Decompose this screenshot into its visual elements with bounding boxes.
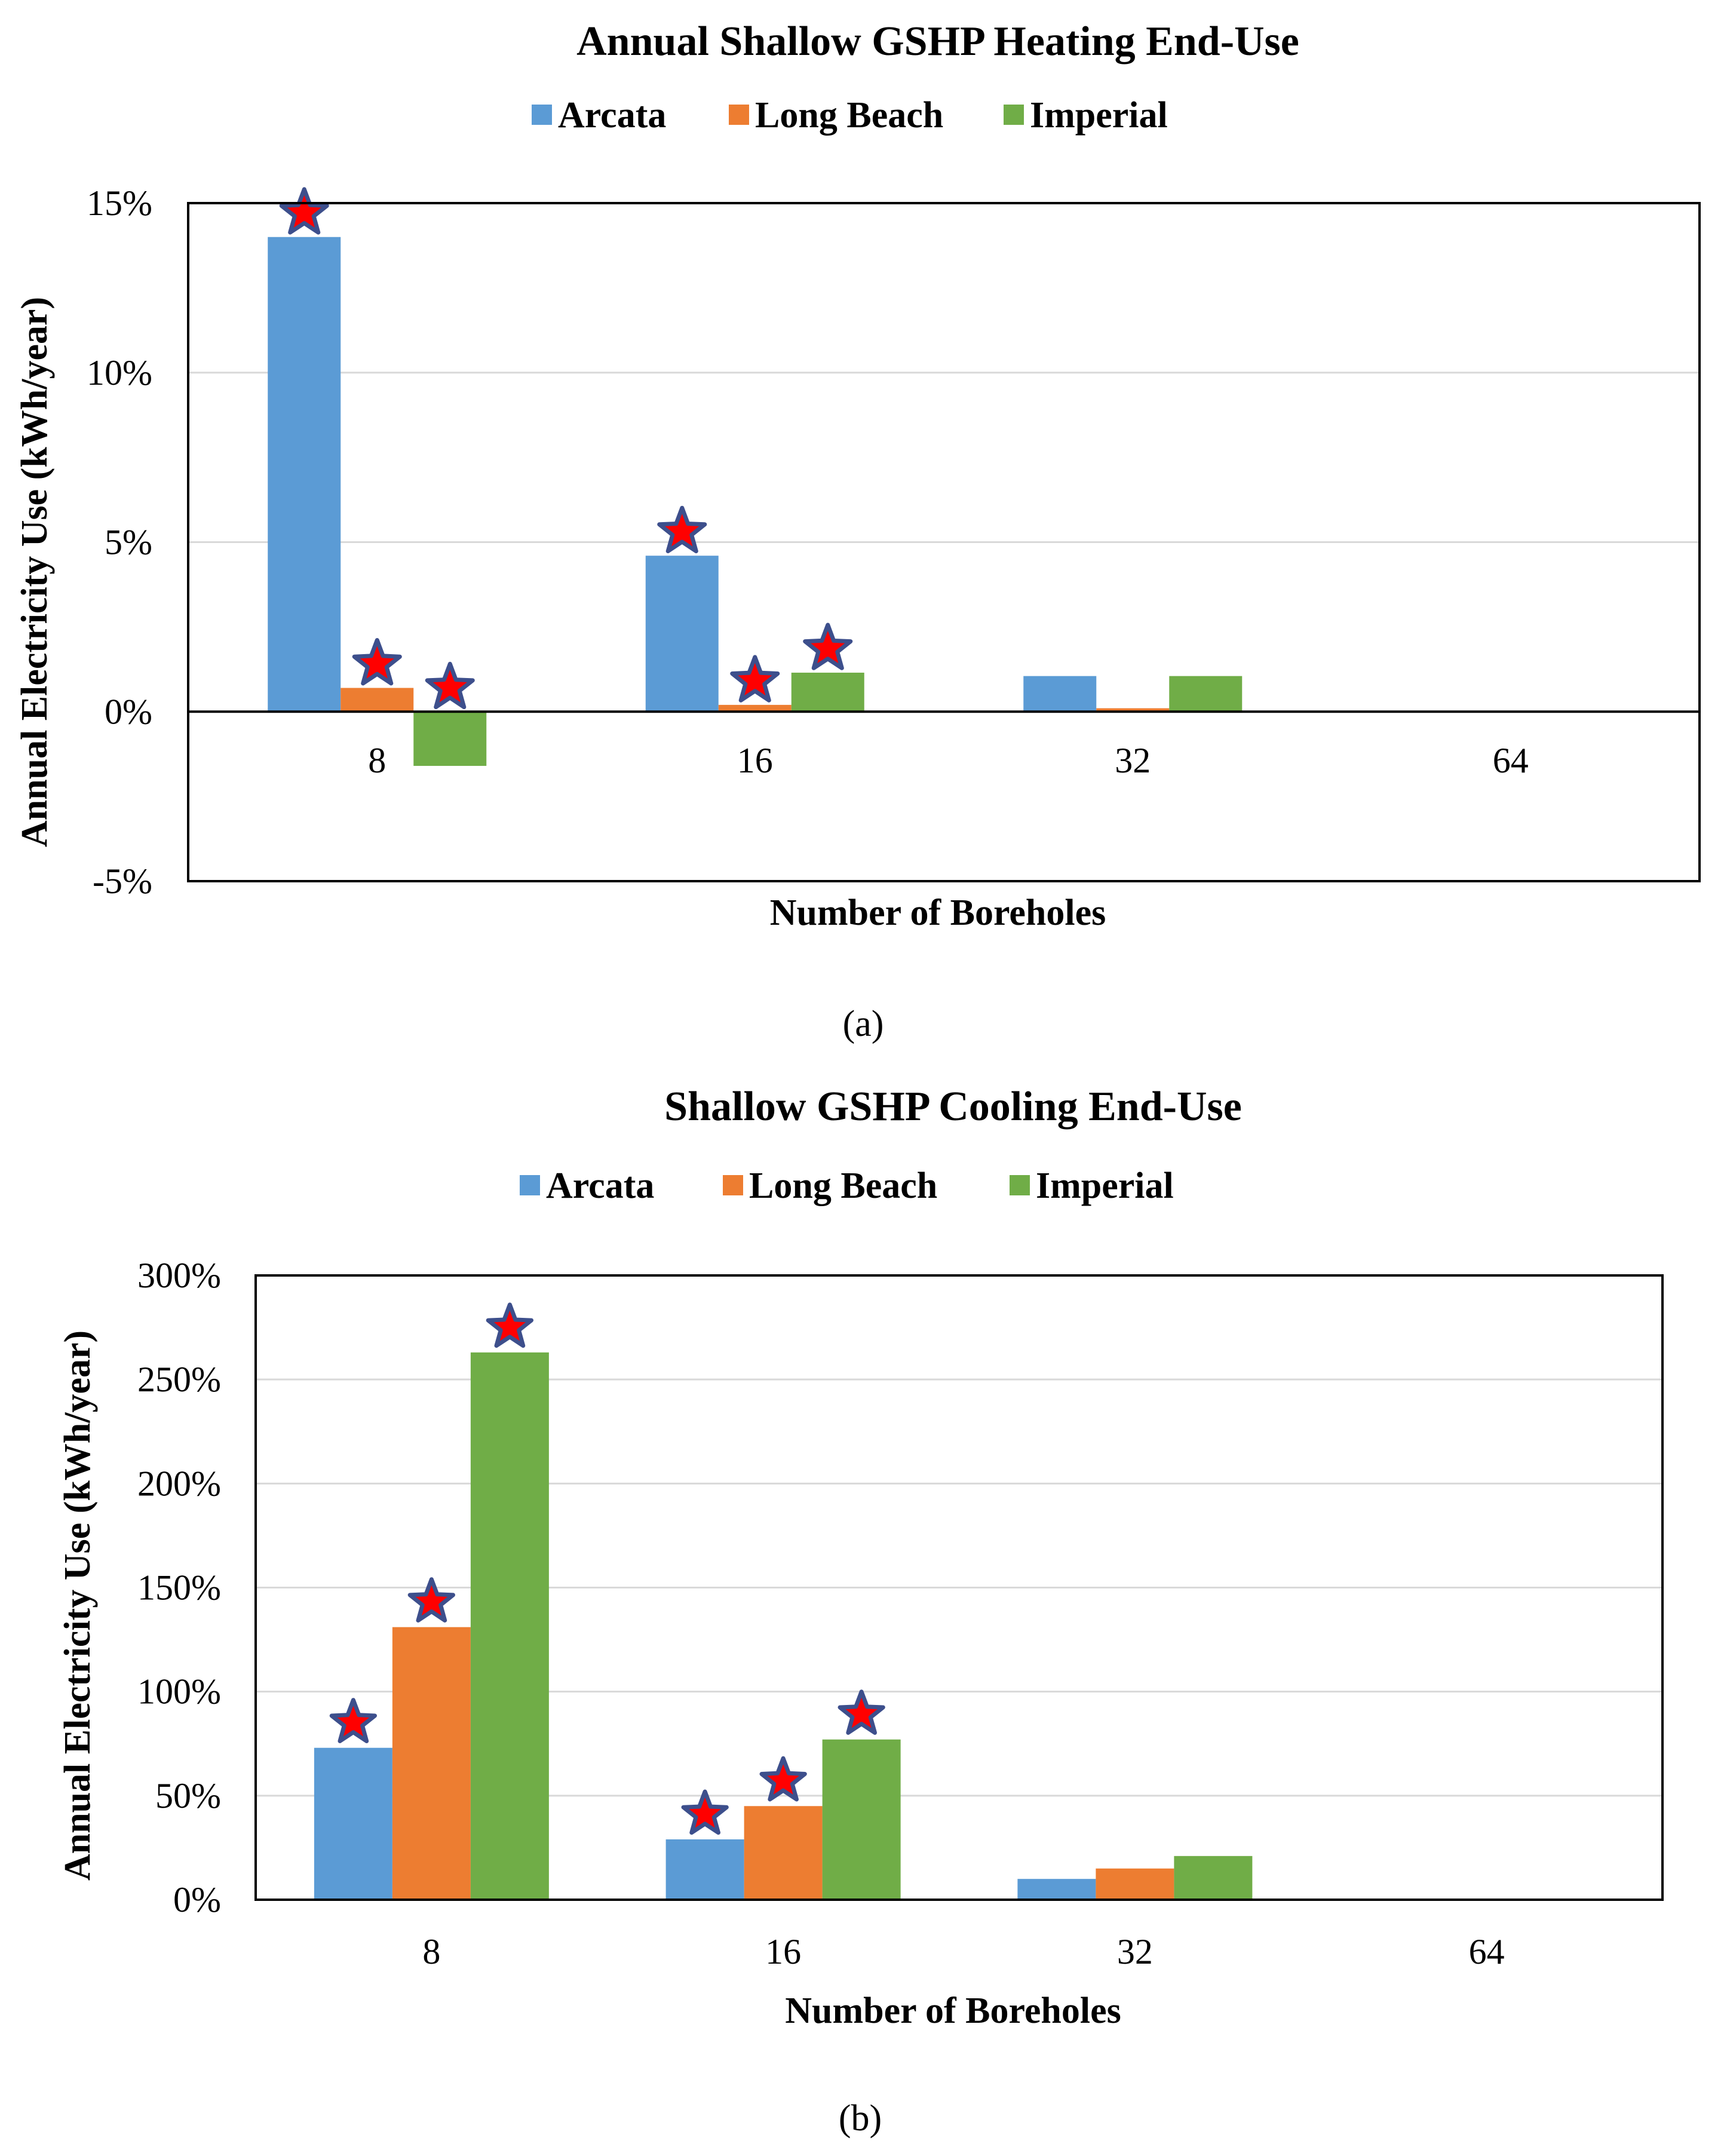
legend-swatch-imperial [1010, 1175, 1030, 1195]
star-icon [425, 661, 475, 710]
legend-swatch-arcata [532, 105, 552, 125]
legend-label: Imperial [1036, 1166, 1174, 1206]
y-tick-label: 15% [87, 183, 152, 223]
legend-label: Arcata [546, 1166, 654, 1206]
x-tick-label: 32 [1115, 741, 1151, 780]
chart-title: Annual Shallow GSHP Heating End-Use [576, 19, 1299, 65]
bar-arcata-8 [268, 237, 341, 712]
bar-arcata-16 [665, 1839, 744, 1900]
star-icon [407, 1577, 455, 1623]
x-tick-label: 8 [368, 741, 386, 780]
legend-swatch-long-beach [723, 1175, 743, 1195]
x-tick-label: 16 [737, 741, 773, 780]
legend: Arcata Long Beach Imperial [520, 1166, 1174, 1206]
star-icon [657, 505, 707, 554]
bar-imperial-32 [1174, 1856, 1253, 1900]
bar-long-beach-8 [341, 688, 414, 712]
bar-imperial-16 [791, 672, 864, 712]
bar-imperial-8 [470, 1352, 549, 1900]
bar-imperial-16 [822, 1739, 901, 1900]
legend-swatch-arcata [520, 1175, 540, 1195]
star-icon [486, 1302, 533, 1348]
star-icon [681, 1789, 729, 1835]
y-tick-label: 300% [137, 1256, 221, 1295]
y-tick-label: 100% [137, 1672, 221, 1712]
bar-long-beach-8 [392, 1627, 471, 1900]
star-icon [329, 1698, 377, 1743]
bar-imperial-32 [1169, 676, 1243, 712]
bar-long-beach-32 [1096, 708, 1170, 712]
legend-swatch-long-beach [729, 105, 749, 125]
caption-b: (b) [839, 2098, 882, 2139]
bar-long-beach-32 [1096, 1868, 1174, 1900]
x-axis-label: Number of Boreholes [770, 893, 1106, 933]
x-tick-label: 8 [422, 1932, 440, 1971]
legend: Arcata Long Beach Imperial [532, 95, 1168, 136]
bar-imperial-8 [413, 711, 487, 766]
legend-label: Long Beach [755, 95, 943, 136]
star-icon [803, 622, 853, 670]
star-icon [352, 638, 402, 686]
bar-arcata-32 [1017, 1879, 1096, 1900]
x-tick-label: 32 [1117, 1932, 1153, 1971]
bar-arcata-32 [1023, 676, 1097, 712]
bar-long-beach-16 [718, 704, 792, 712]
y-tick-label: 10% [87, 353, 152, 392]
y-tick-label: 50% [155, 1776, 221, 1815]
plot-frame [254, 1274, 1664, 1901]
y-tick-label: 250% [137, 1360, 221, 1399]
x-tick-label: 64 [1469, 1932, 1505, 1971]
star-icon [279, 187, 329, 235]
x-axis-label: Number of Boreholes [785, 1991, 1121, 2031]
plot-frame [187, 202, 1701, 882]
x-tick-label: 64 [1493, 741, 1529, 780]
legend-label: Arcata [558, 95, 666, 136]
legend-label: Long Beach [749, 1166, 937, 1206]
y-tick-label: 0% [173, 1880, 221, 1919]
bar-long-beach-16 [744, 1806, 823, 1900]
y-tick-label: 150% [137, 1568, 221, 1608]
legend-swatch-imperial [1004, 105, 1024, 125]
chart-title: Shallow GSHP Cooling End-Use [664, 1084, 1242, 1130]
y-tick-label: -5% [93, 861, 152, 901]
bar-arcata-8 [314, 1747, 392, 1900]
y-axis-label: Annual Electricity Use (kWh/year) [57, 1330, 98, 1881]
y-axis-label: Annual Electricity Use (kWh/year) [14, 297, 55, 847]
chart-heating: Annual Shallow GSHP Heating End-Use Arcat… [14, 19, 1701, 933]
star-icon [759, 1756, 807, 1802]
x-tick-label: 16 [765, 1932, 801, 1971]
caption-a: (a) [843, 1004, 884, 1044]
legend-label: Imperial [1030, 95, 1168, 136]
star-icon [730, 655, 780, 703]
y-tick-label: 5% [105, 523, 152, 562]
star-icon [838, 1689, 885, 1735]
bar-arcata-16 [645, 556, 719, 712]
y-tick-label: 200% [137, 1464, 221, 1503]
y-tick-label: 0% [105, 692, 152, 731]
